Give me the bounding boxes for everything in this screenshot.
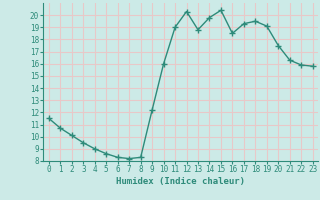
X-axis label: Humidex (Indice chaleur): Humidex (Indice chaleur) bbox=[116, 177, 245, 186]
